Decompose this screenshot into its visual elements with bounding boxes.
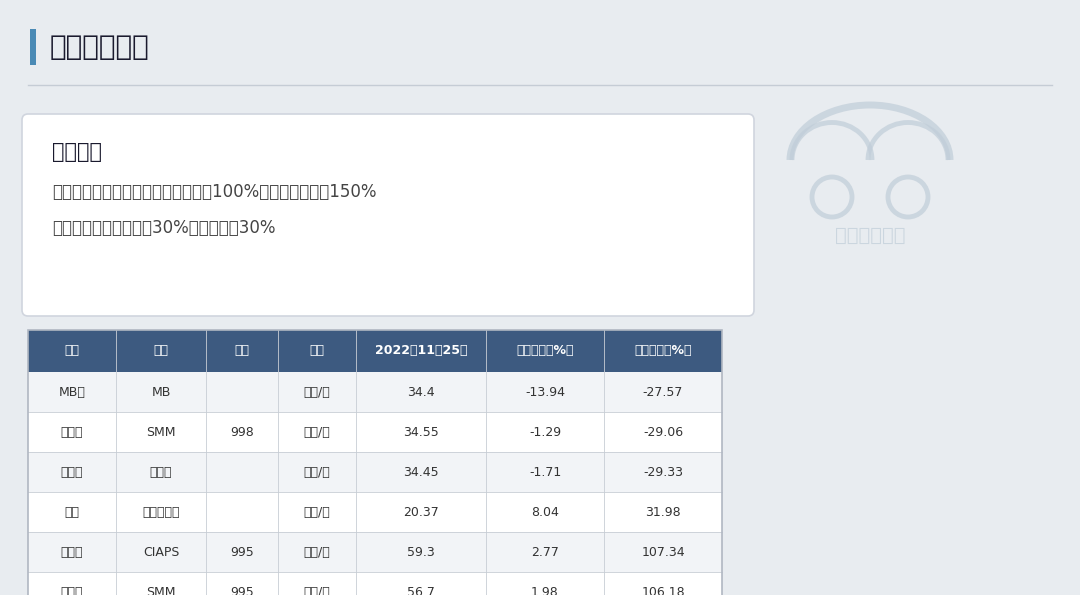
Text: SMM: SMM [146,425,176,439]
Text: 沪镍: 沪镍 [65,506,80,518]
Text: 来源: 来源 [153,345,168,358]
Bar [28,492,723,532]
Text: 月初至今（%）: 月初至今（%） [516,345,573,358]
Text: 56.7: 56.7 [407,585,435,595]
Text: 单位: 单位 [310,345,324,358]
Text: 碳酸锂: 碳酸锂 [60,585,83,595]
Text: 电池矿产价格: 电池矿产价格 [50,33,150,61]
Text: 万元/吨: 万元/吨 [303,546,330,559]
Text: 998: 998 [230,425,254,439]
Text: 电池矿产锂涨价特别多，碳酸锂上涨100%以上，氢氧化锂150%: 电池矿产锂涨价特别多，碳酸锂上涨100%以上，氢氧化锂150% [52,183,377,201]
Text: 电池矿产: 电池矿产 [52,142,102,162]
Text: CIAPS: CIAPS [143,546,179,559]
Text: 以上，而钴价格下降近30%，镍上涨约30%: 以上，而钴价格下降近30%，镍上涨约30% [52,219,275,237]
Text: -1.71: -1.71 [529,465,562,478]
Bar [28,372,723,412]
Text: 34.55: 34.55 [403,425,438,439]
Text: 995: 995 [230,546,254,559]
Text: 106.18: 106.18 [642,585,685,595]
Text: 59.3: 59.3 [407,546,435,559]
Text: 万元/吨: 万元/吨 [303,506,330,518]
Text: -29.33: -29.33 [643,465,683,478]
Text: 汽车电子设计: 汽车电子设计 [835,226,905,245]
Text: -27.57: -27.57 [643,386,684,399]
Text: 年初至今（%）: 年初至今（%） [634,345,692,358]
Text: 金属钴: 金属钴 [60,465,83,478]
Text: MB钴: MB钴 [58,386,85,399]
Text: 电解钴: 电解钴 [60,425,83,439]
Text: 995: 995 [230,585,254,595]
Bar [28,330,723,595]
Text: 34.45: 34.45 [403,465,438,478]
Text: 2.77: 2.77 [531,546,559,559]
Text: 万元/吨: 万元/吨 [303,425,330,439]
Text: 规格: 规格 [234,345,249,358]
Bar [28,412,723,452]
Text: MB: MB [151,386,171,399]
Text: 万元/吨: 万元/吨 [303,386,330,399]
Text: 碳酸锂: 碳酸锂 [60,546,83,559]
Text: 品名: 品名 [65,345,80,358]
Bar [28,330,723,372]
Bar [28,532,723,572]
Text: -13.94: -13.94 [525,386,565,399]
Text: -1.29: -1.29 [529,425,562,439]
Bar [30,29,36,65]
Bar [28,572,723,595]
Text: 34.4: 34.4 [407,386,435,399]
FancyBboxPatch shape [22,114,754,316]
Text: SMM: SMM [146,585,176,595]
Text: 1.98: 1.98 [531,585,558,595]
Text: 107.34: 107.34 [642,546,685,559]
Text: 万元/吨: 万元/吨 [303,465,330,478]
Text: -29.06: -29.06 [643,425,683,439]
Text: 2022年11月25日: 2022年11月25日 [375,345,468,358]
Text: 安泰科: 安泰科 [150,465,172,478]
Text: 8.04: 8.04 [531,506,559,518]
Text: 万元/吨: 万元/吨 [303,585,330,595]
Bar [28,452,723,492]
Text: 20.37: 20.37 [403,506,438,518]
Text: 31.98: 31.98 [645,506,680,518]
Text: 上海金属网: 上海金属网 [143,506,179,518]
